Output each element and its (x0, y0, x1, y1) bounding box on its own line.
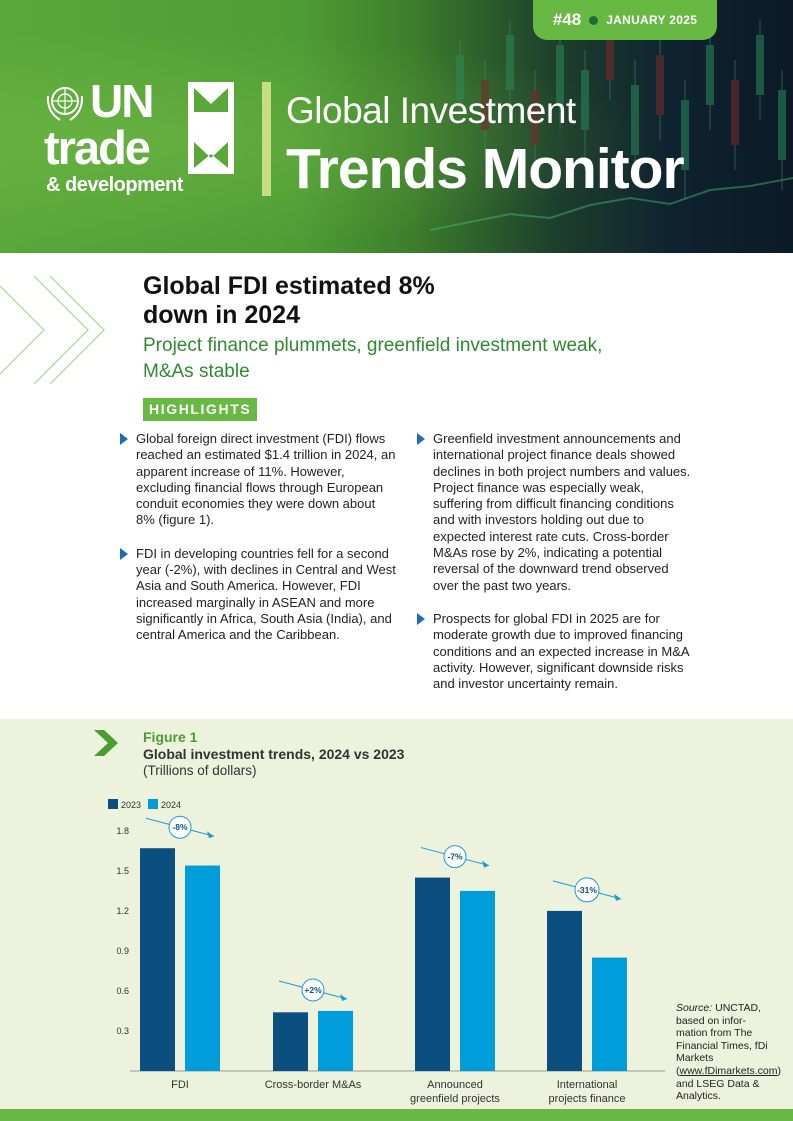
issue-tab: #48 JANUARY 2025 (533, 0, 717, 40)
annotation-arrow-head (614, 893, 621, 901)
source-label: Source: (676, 1002, 713, 1014)
figure-source: Source: UNCTAD, based on infor-mation fr… (676, 1002, 781, 1103)
bar-2024-3 (592, 957, 627, 1071)
bar-2023-0 (140, 848, 175, 1071)
headline: Global FDI estimated 8% down in 2024 (143, 272, 563, 330)
source-text-1: UNCTAD, based on infor-mation from The F… (676, 1002, 768, 1077)
issue-date: JANUARY 2025 (606, 13, 698, 27)
bar-2024-1 (318, 1010, 353, 1071)
annotation-label: -7% (447, 852, 463, 862)
category-label: projects finance (548, 1093, 625, 1105)
highlight-text: Prospects for global FDI in 2025 are for… (433, 610, 689, 692)
headline-line1: Global FDI estimated 8% (143, 272, 435, 300)
figure-panel (0, 719, 793, 1109)
y-tick-label: 0.9 (116, 946, 129, 956)
decorative-chevrons-icon (0, 275, 106, 385)
logo-un-text: UN (90, 75, 154, 127)
bullet-triangle-icon (120, 433, 128, 445)
annotation-arrow-head (340, 993, 347, 1001)
highlight-text: Greenfield investment announcements and … (433, 431, 691, 593)
bullet-triangle-icon (120, 547, 128, 560)
highlights-left-column: Global foreign direct investment (FDI) f… (118, 431, 396, 661)
header-divider-bar (262, 82, 271, 196)
category-label: Cross-border M&As (265, 1079, 362, 1091)
annotation-circle (574, 877, 600, 903)
stock-candles-background (430, 10, 793, 231)
bar-2024-0 (185, 865, 220, 1071)
figure-chevron-icon (94, 730, 118, 756)
highlight-bullet: Prospects for global FDI in 2025 are for… (415, 611, 693, 692)
highlight-bullet: Greenfield investment announcements and … (415, 431, 693, 594)
highlight-text: FDI in developing countries fell for a s… (136, 545, 396, 643)
category-label: FDI (171, 1079, 189, 1091)
source-link[interactable]: www.fDimarkets.com (679, 1064, 778, 1077)
issue-dot-icon (589, 15, 599, 25)
bullet-triangle-icon (417, 433, 425, 445)
y-tick-label: 1.8 (116, 826, 129, 836)
annotation-circle (301, 978, 325, 1002)
bar-2023-2 (415, 877, 450, 1071)
annotation-label: -31% (577, 885, 597, 895)
unctad-mark-icon (188, 82, 234, 174)
bar-2023-3 (547, 910, 582, 1071)
bullet-triangle-icon (417, 612, 425, 625)
publication-title-line2: Trends Monitor (286, 137, 685, 201)
annotation-circle (443, 845, 467, 869)
header-banner: #48 JANUARY 2025 UN trade & development … (0, 0, 793, 253)
bar-2024-2 (460, 890, 495, 1071)
logo-development-text: & development (46, 174, 183, 196)
figure-title: Global investment trends, 2024 vs 2023 (143, 746, 405, 762)
annotation-arrow-head (482, 860, 489, 868)
y-tick-label: 0.6 (116, 986, 129, 996)
annotation-label: -8% (172, 822, 188, 832)
subheadline-line1: Project finance plummets, greenfield inv… (143, 335, 603, 356)
un-emblem-icon (46, 87, 84, 121)
investment-trends-bar-chart: 2023 2024 0.3 0.6 0.9 1.2 1.5 1.8 FDI -8% Cross-bo… (108, 799, 665, 1105)
y-tick-label: 0.3 (116, 1026, 129, 1036)
figure-subtitle: (Trillions of dollars) (143, 763, 257, 778)
highlights-right-column: Greenfield investment announcements and … (415, 431, 693, 709)
annotation-label: +2% (304, 985, 322, 995)
issue-number: #48 (552, 10, 582, 29)
figure-label: Figure 1 (143, 729, 198, 745)
bottom-strip (0, 1109, 793, 1121)
legend-label-2023: 2023 (121, 800, 141, 810)
y-tick-label: 1.5 (116, 866, 129, 876)
subheadline: Project finance plummets, greenfield inv… (143, 333, 703, 385)
category-label: Announced (427, 1079, 483, 1091)
highlight-bullet: FDI in developing countries fell for a s… (118, 546, 396, 644)
legend-label-2024: 2024 (161, 800, 181, 810)
un-trade-development-logo: UN trade & development (44, 76, 244, 202)
publication-title-line1: Global Investment (286, 90, 576, 131)
y-tick-label: 1.2 (116, 906, 129, 916)
source-text-2: ) and LSEG Data & Analytics. (676, 1064, 782, 1103)
legend-swatch-2023 (108, 799, 118, 809)
annotation-arrow-head (207, 831, 214, 839)
highlight-bullet: Global foreign direct investment (FDI) f… (118, 431, 396, 529)
highlight-text: Global foreign direct investment (FDI) f… (136, 431, 396, 528)
legend-swatch-2024 (148, 799, 158, 809)
headline-line2: down in 2024 (143, 301, 300, 329)
highlights-label: HIGHLIGHTS (143, 398, 258, 421)
category-label: greenfield projects (410, 1093, 500, 1105)
category-label: International (557, 1079, 618, 1091)
subheadline-line2: M&As stable (143, 361, 250, 382)
logo-trade-text: trade (44, 121, 151, 174)
bar-2023-1 (273, 1012, 308, 1071)
header-glow (0, 0, 793, 253)
annotation-circle (168, 815, 192, 839)
